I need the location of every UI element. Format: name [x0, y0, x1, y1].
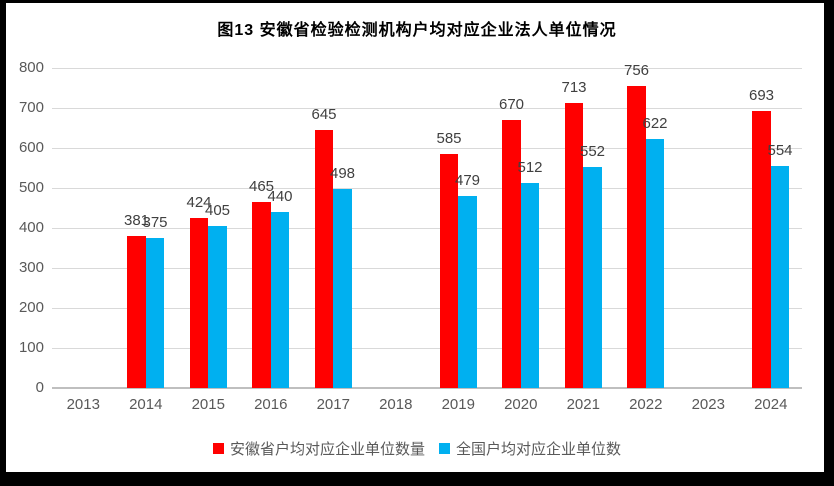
- bar-national-2014: [145, 238, 165, 388]
- gridline-500: [52, 188, 802, 189]
- value-label-anhui-2021: 713: [561, 78, 587, 96]
- legend-item-national: 全国户均对应企业单位数: [439, 438, 621, 459]
- bar-national-2021: [583, 167, 602, 388]
- x-axis-tick-2021: 2021: [566, 396, 600, 413]
- bar-national-2015: [208, 226, 227, 388]
- value-label-anhui-2020: 670: [498, 96, 525, 113]
- x-axis-tick-2024: 2024: [754, 396, 788, 413]
- value-label-anhui-2016: 465: [248, 178, 275, 195]
- bar-anhui-2015: [189, 218, 209, 388]
- gridline-700: [52, 108, 802, 109]
- bar-anhui-2019: [439, 154, 459, 388]
- x-axis-tick-2023: 2023: [691, 396, 725, 413]
- gridline-800: [52, 68, 802, 69]
- gridline-400: [52, 228, 802, 229]
- bar-anhui-2020: [502, 120, 521, 388]
- bar-national-2022: [645, 139, 665, 388]
- value-label-national-2019: 479: [454, 172, 481, 190]
- value-label-national-2014: 375: [142, 214, 168, 231]
- bar-national-2019: [458, 196, 477, 388]
- value-label-anhui-2017: 645: [311, 106, 337, 123]
- bar-anhui-2014: [127, 235, 146, 388]
- value-label-national-2021: 552: [579, 143, 606, 161]
- legend-label: 安徽省户均对应企业单位数量: [229, 441, 425, 458]
- bar-national-2016: [270, 212, 290, 388]
- value-label-national-2022: 622: [642, 115, 668, 133]
- value-label-national-2017: 498: [329, 164, 356, 182]
- legend-item-anhui: 安徽省户均对应企业单位数量: [212, 438, 425, 459]
- bar-anhui-2022: [627, 85, 646, 388]
- y-axis-tick-200: 200: [18, 299, 44, 316]
- value-label-national-2020: 512: [517, 159, 543, 177]
- x-axis-tick-2020: 2020: [504, 396, 538, 413]
- value-label-national-2024: 554: [767, 142, 793, 160]
- value-label-anhui-2019: 585: [436, 130, 462, 147]
- y-axis-tick-400: 400: [18, 219, 44, 236]
- y-axis-tick-500: 500: [18, 179, 44, 196]
- gridline-600: [52, 148, 802, 149]
- legend-swatch-icon: [439, 443, 450, 454]
- value-label-anhui-2014: 381: [123, 211, 150, 229]
- x-axis-tick-2022: 2022: [629, 396, 663, 413]
- value-label-anhui-2022: 756: [623, 61, 650, 79]
- legend: 安徽省户均对应企业单位数量 全国户均对应企业单位数: [0, 438, 834, 459]
- x-axis-tick-2014: 2014: [129, 396, 163, 413]
- x-axis-tick-2015: 2015: [191, 396, 225, 413]
- gridline-100: [52, 348, 802, 349]
- gridline-300: [52, 268, 802, 269]
- value-label-national-2016: 440: [267, 188, 293, 205]
- x-axis-tick-2013: 2013: [66, 396, 100, 413]
- y-axis-tick-700: 700: [18, 99, 44, 116]
- bar-national-2020: [520, 183, 540, 388]
- x-axis-tick-2019: 2019: [441, 396, 475, 413]
- bar-anhui-2024: [752, 110, 771, 388]
- x-axis-tick-2018: 2018: [379, 396, 413, 413]
- bar-anhui-2017: [314, 130, 334, 388]
- y-axis-tick-600: 600: [18, 139, 44, 156]
- x-axis-tick-2016: 2016: [254, 396, 288, 413]
- y-axis-tick-0: 0: [35, 379, 44, 396]
- value-label-anhui-2024: 693: [748, 86, 775, 104]
- gridline-200: [52, 308, 802, 309]
- bar-national-2017: [333, 188, 352, 388]
- bar-anhui-2016: [252, 202, 271, 388]
- y-axis-tick-300: 300: [18, 259, 44, 276]
- value-label-anhui-2015: 424: [186, 194, 212, 212]
- chart-title: 图13 安徽省检验检测机构户均对应企业法人单位情况: [217, 22, 617, 39]
- x-axis-line: [52, 387, 802, 389]
- legend-swatch-icon: [212, 443, 224, 454]
- bar-national-2024: [770, 166, 790, 388]
- bar-anhui-2021: [564, 102, 584, 388]
- legend-label: 全国户均对应企业单位数: [456, 441, 622, 458]
- x-axis-tick-2017: 2017: [316, 396, 350, 413]
- value-label-national-2015: 405: [204, 202, 231, 219]
- y-axis-tick-800: 800: [18, 59, 44, 76]
- y-axis-tick-100: 100: [18, 339, 44, 356]
